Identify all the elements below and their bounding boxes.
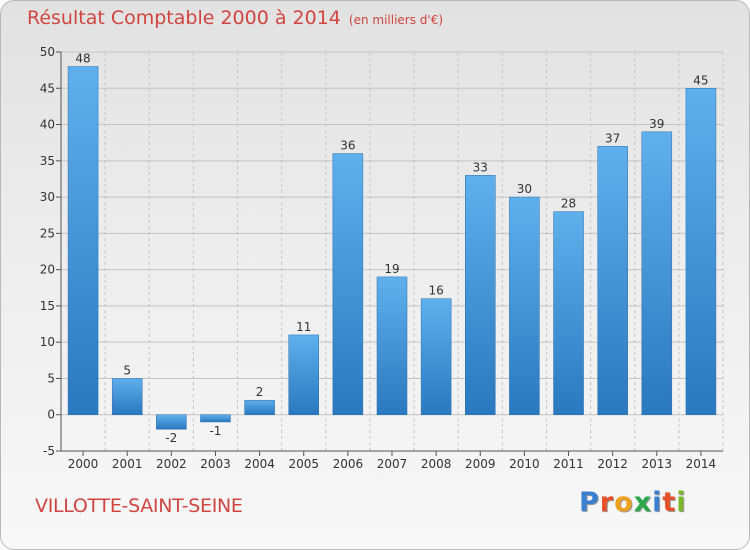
y-tick-label: 0	[47, 408, 55, 422]
logo-letter: i	[676, 487, 687, 518]
x-tick-label: 2011	[553, 457, 584, 471]
data-label: 33	[473, 160, 488, 174]
bar-2005	[288, 334, 319, 415]
data-label: 11	[296, 320, 311, 334]
data-label: 30	[517, 182, 532, 196]
y-tick-label: 5	[47, 371, 55, 385]
logo-letter: r	[599, 487, 615, 518]
x-tick-label: 2013	[642, 457, 673, 471]
data-label: 16	[428, 284, 443, 298]
bar-2013	[641, 131, 673, 415]
proxiti-logo: Proxiti	[579, 487, 687, 518]
y-tick-label: 45	[40, 81, 55, 95]
data-label: 19	[384, 262, 399, 276]
place-name: VILLOTTE-SAINT-SEINE	[35, 495, 243, 517]
data-label: 48	[75, 52, 90, 66]
bars	[67, 66, 717, 430]
x-tick-label: 2014	[686, 457, 717, 471]
y-tick-label: 20	[40, 263, 55, 277]
x-tick-label: 2004	[244, 457, 275, 471]
bar-2008	[420, 298, 452, 415]
bar-2011	[553, 211, 584, 415]
bar-2010	[509, 196, 540, 415]
chart-title-text: Résultat Comptable 2000 à 2014	[27, 7, 341, 29]
bar-2007	[376, 276, 408, 415]
y-tick-label: 10	[40, 335, 55, 349]
data-label: -2	[165, 431, 177, 445]
bar-2006	[332, 153, 364, 415]
logo-letter: t	[662, 487, 677, 518]
y-tick-label: 40	[40, 118, 55, 132]
x-tick-labels: 2000 2001 2002 2003 2004 2005 2006 2007 2008 2009…	[68, 457, 716, 471]
chart-subtitle: (en milliers d'€)	[348, 13, 444, 27]
data-label: 36	[340, 139, 355, 153]
chart-title: Résultat Comptable 2000 à 2014 (en millie…	[27, 7, 443, 29]
bar-2009	[465, 175, 496, 415]
bar-2000	[67, 66, 99, 415]
x-tick-label: 2008	[421, 457, 452, 471]
logo-letter: i	[652, 487, 663, 518]
data-label: 45	[693, 73, 708, 87]
bar-2002	[156, 414, 187, 430]
x-tick-label: 2012	[597, 457, 628, 471]
y-tick-label: -5	[43, 444, 55, 458]
x-tick-label: 2003	[200, 457, 231, 471]
x-tick-label: 2005	[288, 457, 319, 471]
y-tick-label: 25	[40, 226, 55, 240]
y-tick-label: 15	[40, 299, 55, 313]
data-label: 37	[605, 131, 620, 145]
x-tick-label: 2010	[509, 457, 540, 471]
bar-2012	[597, 146, 628, 415]
x-tick-label: 2001	[112, 457, 143, 471]
y-tick-label: 50	[40, 45, 55, 59]
bar-2004	[244, 399, 275, 415]
logo-letter: o	[614, 487, 634, 518]
data-label: 2	[256, 385, 264, 399]
data-labels: 48 5 -2 -1 2 11 36 19 16 33 30 28 37 39 45	[75, 52, 708, 446]
bar-2014	[685, 88, 717, 415]
axes	[56, 51, 723, 456]
y-tick-label: 30	[40, 190, 55, 204]
logo-letter: P	[579, 487, 600, 518]
bar-2001	[111, 378, 143, 415]
x-tick-label: 2002	[156, 457, 187, 471]
y-tick-label: 35	[40, 154, 55, 168]
data-label: 5	[123, 363, 131, 377]
data-label: 39	[649, 117, 664, 131]
y-tick-labels: -5 0 5 10 15 20 25 30 35 40 45 50	[40, 45, 55, 458]
logo-letter: x	[633, 487, 653, 518]
x-tick-label: 2000	[68, 457, 99, 471]
x-tick-label: 2006	[333, 457, 364, 471]
x-tick-label: 2007	[377, 457, 408, 471]
data-label: 28	[561, 197, 576, 211]
data-label: -1	[209, 424, 221, 438]
bar-2003	[200, 414, 231, 423]
x-tick-label: 2009	[465, 457, 496, 471]
